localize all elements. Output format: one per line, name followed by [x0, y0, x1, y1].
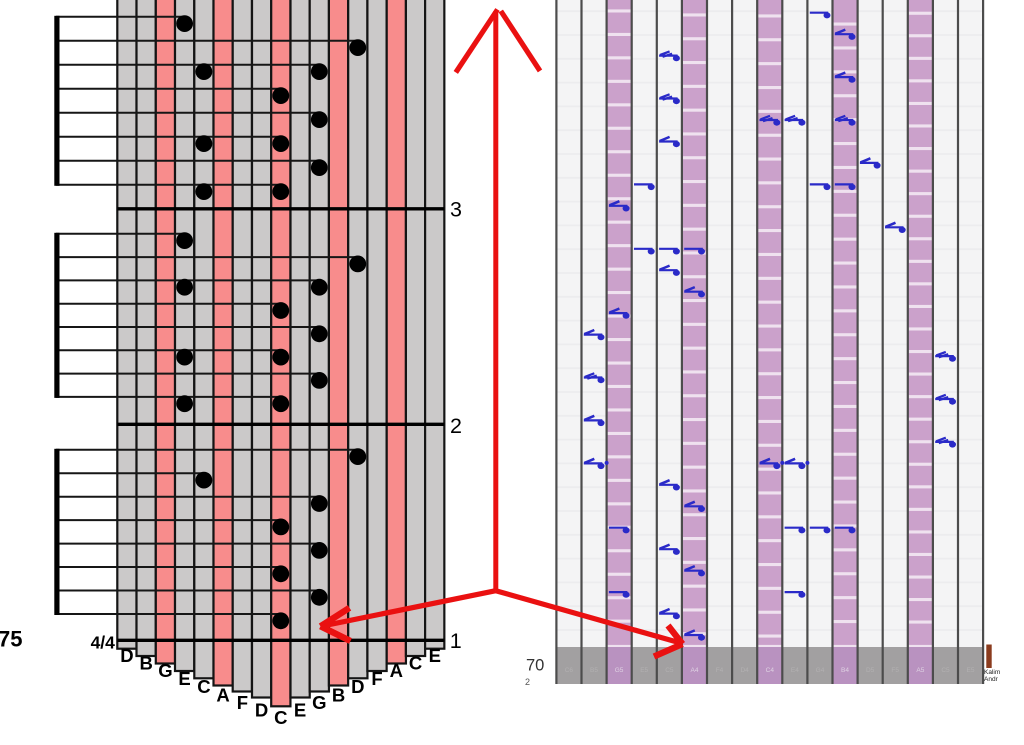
svg-text:B: B	[332, 684, 345, 705]
svg-text:C: C	[274, 707, 287, 728]
svg-text:D: D	[255, 699, 268, 720]
svg-text:3: 3	[450, 197, 462, 221]
svg-text:E: E	[294, 699, 306, 720]
svg-text:F: F	[371, 668, 382, 689]
svg-text:Kalim: Kalim	[984, 669, 1000, 676]
svg-text:C: C	[409, 652, 422, 673]
svg-text:G4: G4	[816, 667, 825, 674]
svg-text:75: 75	[0, 627, 22, 652]
svg-text:F: F	[237, 692, 248, 713]
svg-text:2: 2	[525, 677, 530, 687]
svg-text:E5: E5	[967, 667, 975, 674]
svg-text:4/4: 4/4	[91, 632, 116, 652]
svg-text:E4: E4	[791, 667, 799, 674]
svg-text:D4: D4	[740, 667, 749, 674]
svg-text:B: B	[140, 652, 153, 673]
svg-text:G5: G5	[615, 667, 624, 674]
svg-text:C5: C5	[941, 667, 950, 674]
svg-text:1: 1	[450, 629, 462, 653]
svg-text:70: 70	[526, 657, 544, 675]
svg-text:G: G	[158, 660, 172, 681]
svg-text:C4: C4	[766, 667, 775, 674]
svg-text:C6: C6	[565, 667, 574, 674]
svg-text:D: D	[120, 645, 133, 666]
svg-text:G: G	[312, 692, 326, 713]
svg-text:A: A	[216, 684, 229, 705]
svg-text:E5: E5	[640, 667, 648, 674]
svg-text:C5: C5	[665, 667, 674, 674]
svg-text:E: E	[429, 645, 441, 666]
svg-text:F4: F4	[716, 667, 724, 674]
svg-text:D: D	[351, 676, 364, 697]
svg-text:C: C	[197, 676, 210, 697]
svg-text:E: E	[178, 668, 190, 689]
svg-text:B5: B5	[590, 667, 598, 674]
svg-text:B4: B4	[841, 667, 849, 674]
svg-text:F5: F5	[891, 667, 899, 674]
svg-text:A5: A5	[916, 667, 924, 674]
svg-text:A4: A4	[691, 667, 699, 674]
svg-text:A: A	[390, 660, 403, 681]
svg-text:Andr: Andr	[984, 676, 999, 683]
svg-text:2: 2	[450, 414, 462, 438]
svg-text:D5: D5	[866, 667, 875, 674]
